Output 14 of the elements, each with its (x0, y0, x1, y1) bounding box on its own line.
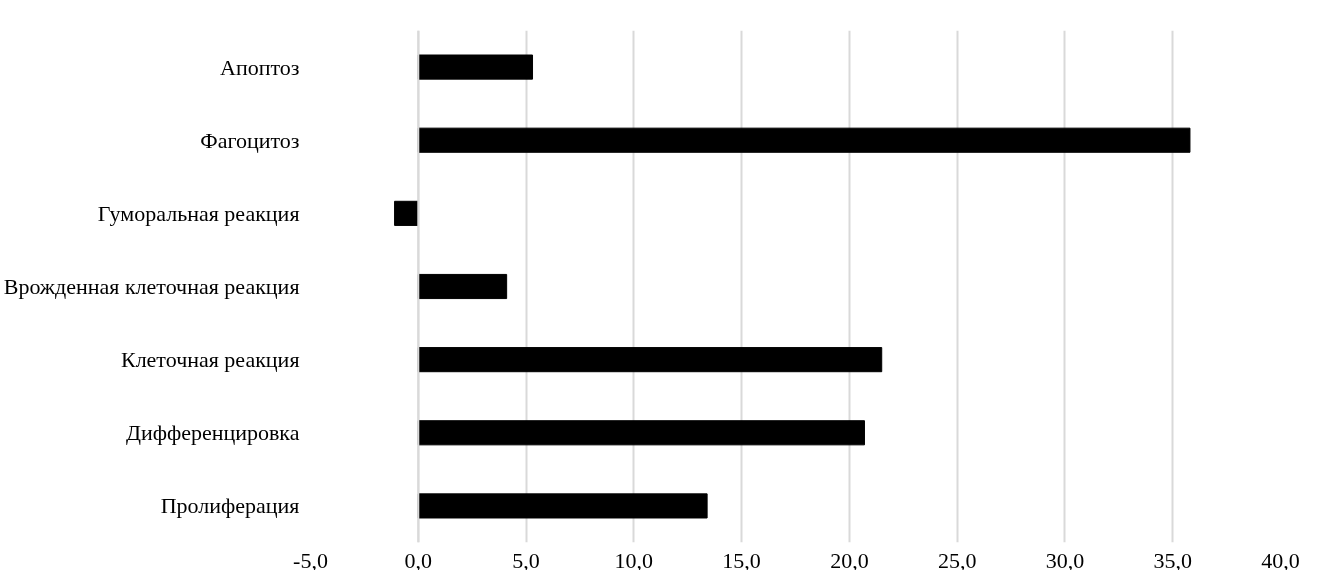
bar (417, 420, 865, 446)
bar (417, 54, 534, 80)
bar (417, 347, 883, 373)
y-tick-label: Гуморальная реакция (97, 200, 300, 226)
y-tick-label: Фагоцитоз (200, 127, 300, 153)
y-tick-label: Врожденная клеточная реакция (3, 274, 300, 299)
bar (417, 493, 708, 519)
y-tick-label: Дифференцировка (125, 420, 300, 446)
y-tick-label: Апоптоз (220, 54, 300, 80)
bar (417, 127, 1191, 153)
bar (394, 200, 419, 226)
bar (417, 273, 508, 300)
y-tick-label: Клеточная реакция (120, 347, 300, 373)
y-tick-label: Пролиферация (160, 493, 300, 519)
